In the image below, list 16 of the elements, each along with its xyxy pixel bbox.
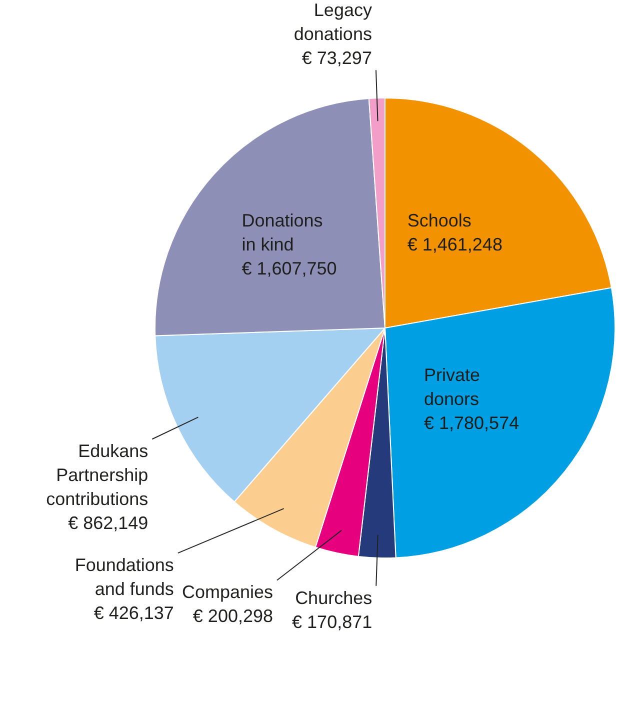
data-label: € 1,461,248 bbox=[407, 234, 502, 255]
slice-label: Donations in kind bbox=[242, 210, 323, 254]
data-label: € 1,607,750 bbox=[242, 258, 337, 278]
slice-label: Foundations and funds bbox=[74, 555, 174, 600]
slice-label: Churches bbox=[295, 588, 372, 608]
data-label: € 200,298 bbox=[192, 606, 274, 626]
data-label: € 1,780,574 bbox=[424, 413, 520, 434]
data-label: € 170,871 bbox=[292, 612, 372, 632]
slice-label: Private donors bbox=[424, 365, 480, 410]
data-label: € 426,137 bbox=[94, 603, 174, 624]
slice-label: Legacy donations bbox=[294, 0, 372, 44]
data-label: € 862,149 bbox=[68, 513, 148, 534]
slice-label: Edukans Partnership contributions bbox=[46, 441, 148, 510]
slice-label: Schools bbox=[407, 210, 472, 231]
slice-label: Companies bbox=[182, 582, 274, 602]
data-label: € 73,297 bbox=[302, 48, 372, 68]
